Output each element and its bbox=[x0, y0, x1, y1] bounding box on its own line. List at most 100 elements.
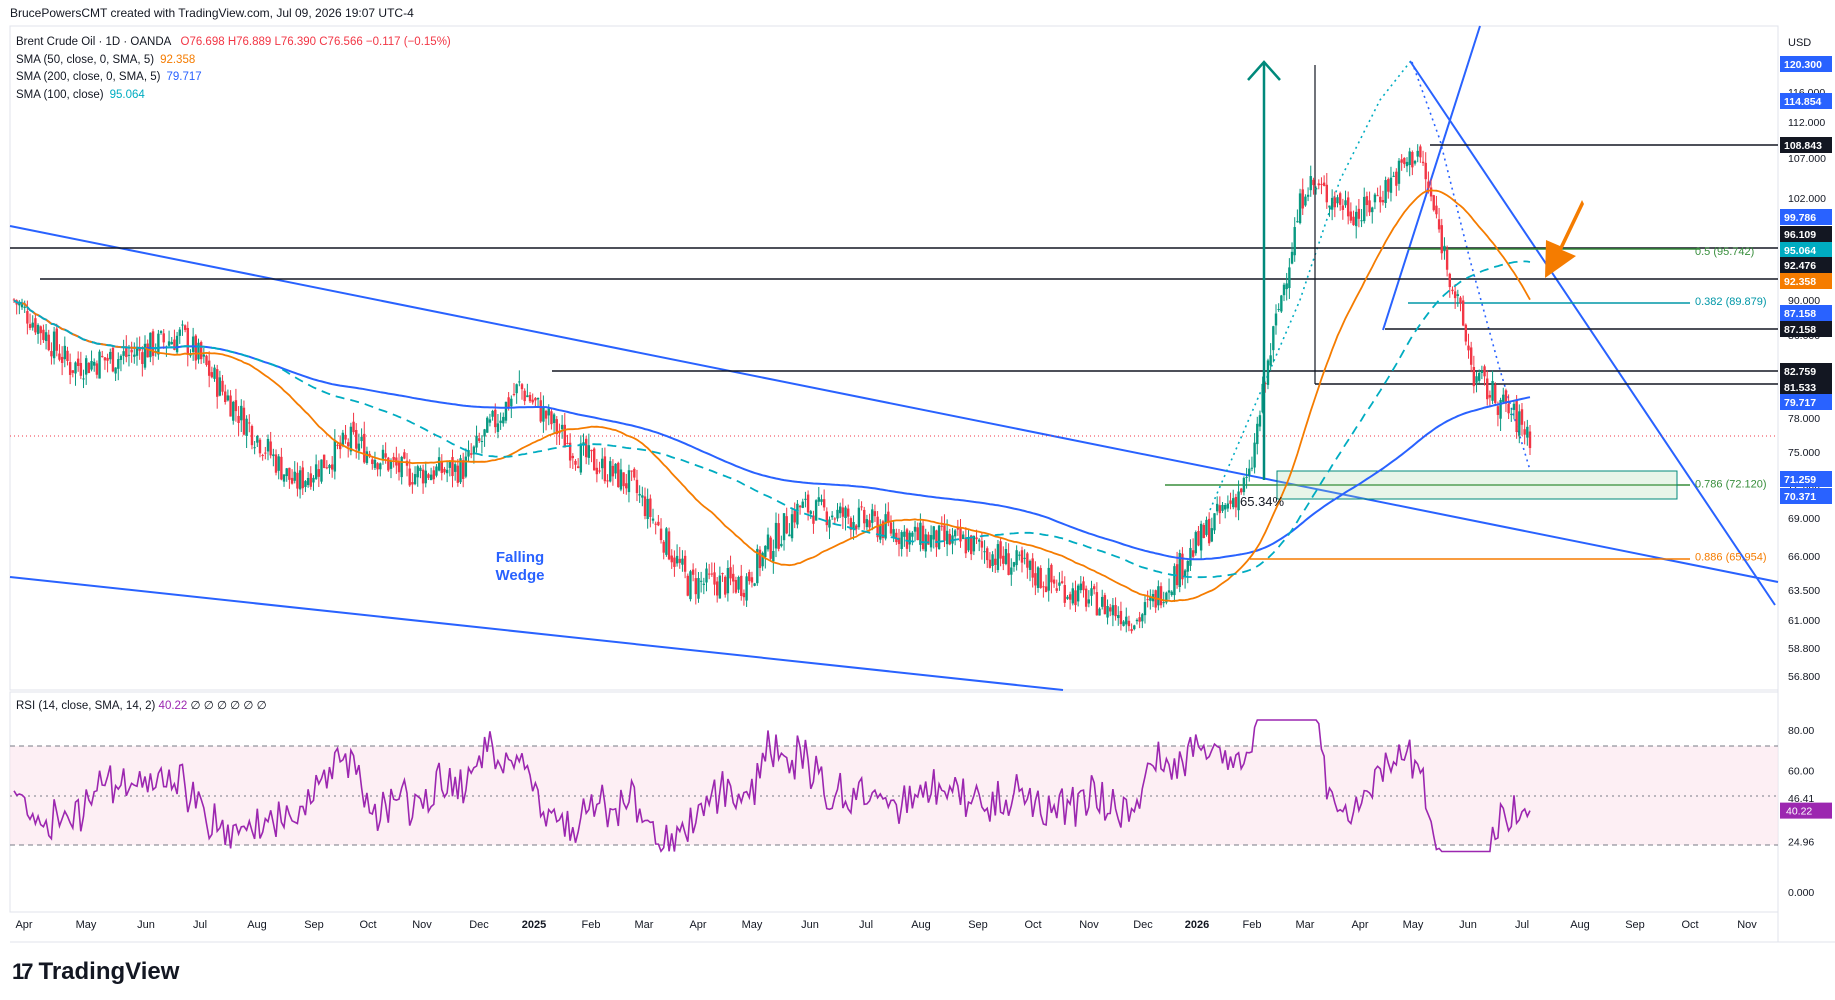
candle-body bbox=[761, 552, 764, 567]
time-label-31: Nov bbox=[1737, 919, 1757, 931]
sma50-row[interactable]: SMA (50, close, 0, SMA, 5) 92.358 bbox=[16, 52, 457, 70]
candle-body bbox=[576, 466, 580, 469]
candle-body bbox=[1023, 557, 1026, 559]
candle-body bbox=[98, 351, 101, 379]
candle-body bbox=[988, 559, 992, 568]
sma200-row[interactable]: SMA (200, close, 0, SMA, 5) 79.717 bbox=[16, 69, 457, 87]
candle-body bbox=[897, 537, 901, 545]
price-tag-5 bbox=[1780, 242, 1832, 258]
candle-body bbox=[1306, 194, 1310, 197]
candle-body bbox=[143, 343, 147, 368]
candle-body bbox=[986, 548, 989, 561]
candle-body bbox=[106, 357, 109, 361]
candle-body bbox=[705, 568, 708, 583]
fib-label-1: 0.382 (89.879) bbox=[1695, 296, 1767, 308]
arrows bbox=[1247, 60, 1584, 480]
candle-body bbox=[1504, 390, 1508, 404]
candle-body bbox=[1191, 550, 1195, 557]
candle-body bbox=[258, 439, 262, 454]
support-zone[interactable] bbox=[1276, 470, 1678, 500]
candle-body bbox=[1071, 588, 1074, 604]
candle-body bbox=[63, 345, 67, 360]
candle-body bbox=[710, 573, 714, 575]
price-tag-13 bbox=[1780, 471, 1832, 487]
candle-body bbox=[429, 474, 433, 481]
candle-body bbox=[459, 458, 462, 483]
candle-body bbox=[857, 507, 861, 528]
rsi-line[interactable] bbox=[13, 719, 1531, 853]
price-tag-text-6: 92.476 bbox=[1784, 260, 1816, 272]
candle-body bbox=[138, 347, 141, 351]
sma200-value: 79.717 bbox=[166, 71, 202, 83]
candle-body bbox=[55, 328, 58, 351]
candle-body bbox=[868, 520, 871, 528]
price-tag-text-3: 99.786 bbox=[1784, 212, 1816, 224]
price-tag-text-0: 120.300 bbox=[1784, 59, 1822, 71]
candle-body bbox=[1459, 297, 1462, 304]
candle-body bbox=[1018, 554, 1021, 556]
descending-trendline[interactable] bbox=[1409, 60, 1776, 606]
candle-body bbox=[1004, 549, 1008, 564]
candle-body bbox=[900, 532, 903, 549]
wedge-upper-line[interactable] bbox=[9, 225, 1779, 583]
orange-arrow-icon bbox=[1545, 200, 1584, 278]
tradingview-logo[interactable]: 17 TradingView bbox=[12, 958, 179, 986]
candle-body bbox=[253, 447, 256, 449]
price-tag-6 bbox=[1780, 257, 1832, 273]
candle-body bbox=[1432, 195, 1435, 211]
sma200-line[interactable] bbox=[13, 299, 1531, 561]
candle-body bbox=[627, 470, 631, 493]
candle-body bbox=[1253, 442, 1256, 468]
candle-body bbox=[1523, 429, 1526, 435]
candle-body bbox=[833, 518, 837, 520]
rsi-legend[interactable]: RSI (14, close, SMA, 14, 2) 40.22 ∅ ∅ ∅ … bbox=[16, 698, 267, 712]
candle-body bbox=[1106, 605, 1109, 618]
candle-body bbox=[1317, 183, 1320, 186]
candle-body bbox=[1437, 219, 1441, 230]
candle-body bbox=[528, 394, 532, 402]
price-tag-text-8: 87.158 bbox=[1784, 308, 1816, 320]
candle-body bbox=[210, 372, 214, 378]
candle-body bbox=[1066, 596, 1069, 599]
candle-body bbox=[670, 555, 673, 563]
symbol-row[interactable]: Brent Crude Oil · 1D · OANDA O76.698 H76… bbox=[16, 34, 457, 52]
candle-body bbox=[207, 360, 211, 376]
candle-body bbox=[1325, 184, 1328, 203]
candle-body bbox=[1157, 586, 1160, 606]
candle-body bbox=[1218, 505, 1222, 514]
rsi-value: 40.22 bbox=[158, 700, 188, 712]
sma50-line[interactable] bbox=[13, 189, 1531, 603]
price-tag-3 bbox=[1780, 209, 1832, 225]
candle-body bbox=[937, 525, 941, 550]
candle-body bbox=[1082, 581, 1085, 591]
candle-body bbox=[1453, 291, 1457, 299]
candle-body bbox=[662, 541, 665, 553]
wedge-lower-line[interactable] bbox=[9, 576, 1064, 691]
time-label-6: Oct bbox=[359, 919, 376, 931]
candle-body bbox=[756, 548, 759, 584]
candle-body bbox=[1135, 619, 1139, 622]
candle-body bbox=[1389, 177, 1393, 193]
candle-body bbox=[82, 378, 85, 380]
time-label-17: Sep bbox=[968, 919, 988, 931]
candle-body bbox=[1210, 528, 1214, 542]
candle-body bbox=[494, 409, 497, 428]
sma100-label: SMA (100, close) bbox=[16, 88, 104, 101]
ascending-trendline[interactable] bbox=[1382, 25, 1481, 331]
candle-body bbox=[1512, 403, 1516, 410]
time-label-30: Oct bbox=[1681, 919, 1698, 931]
candle-body bbox=[333, 439, 337, 472]
candle-body bbox=[440, 460, 443, 473]
sma100-row[interactable]: SMA (100, close) 95.064 bbox=[16, 87, 457, 105]
sma100-value: 95.064 bbox=[109, 88, 145, 101]
candle-body bbox=[1127, 620, 1131, 627]
candle-body bbox=[157, 333, 160, 355]
candle-body bbox=[916, 527, 919, 541]
candle-body bbox=[1076, 585, 1080, 602]
candle-body bbox=[1146, 599, 1149, 601]
candle-body bbox=[119, 355, 123, 360]
candle-body bbox=[1368, 200, 1371, 213]
candle-body bbox=[1264, 383, 1267, 385]
main-legend: Brent Crude Oil · 1D · OANDA O76.698 H76… bbox=[16, 34, 457, 104]
